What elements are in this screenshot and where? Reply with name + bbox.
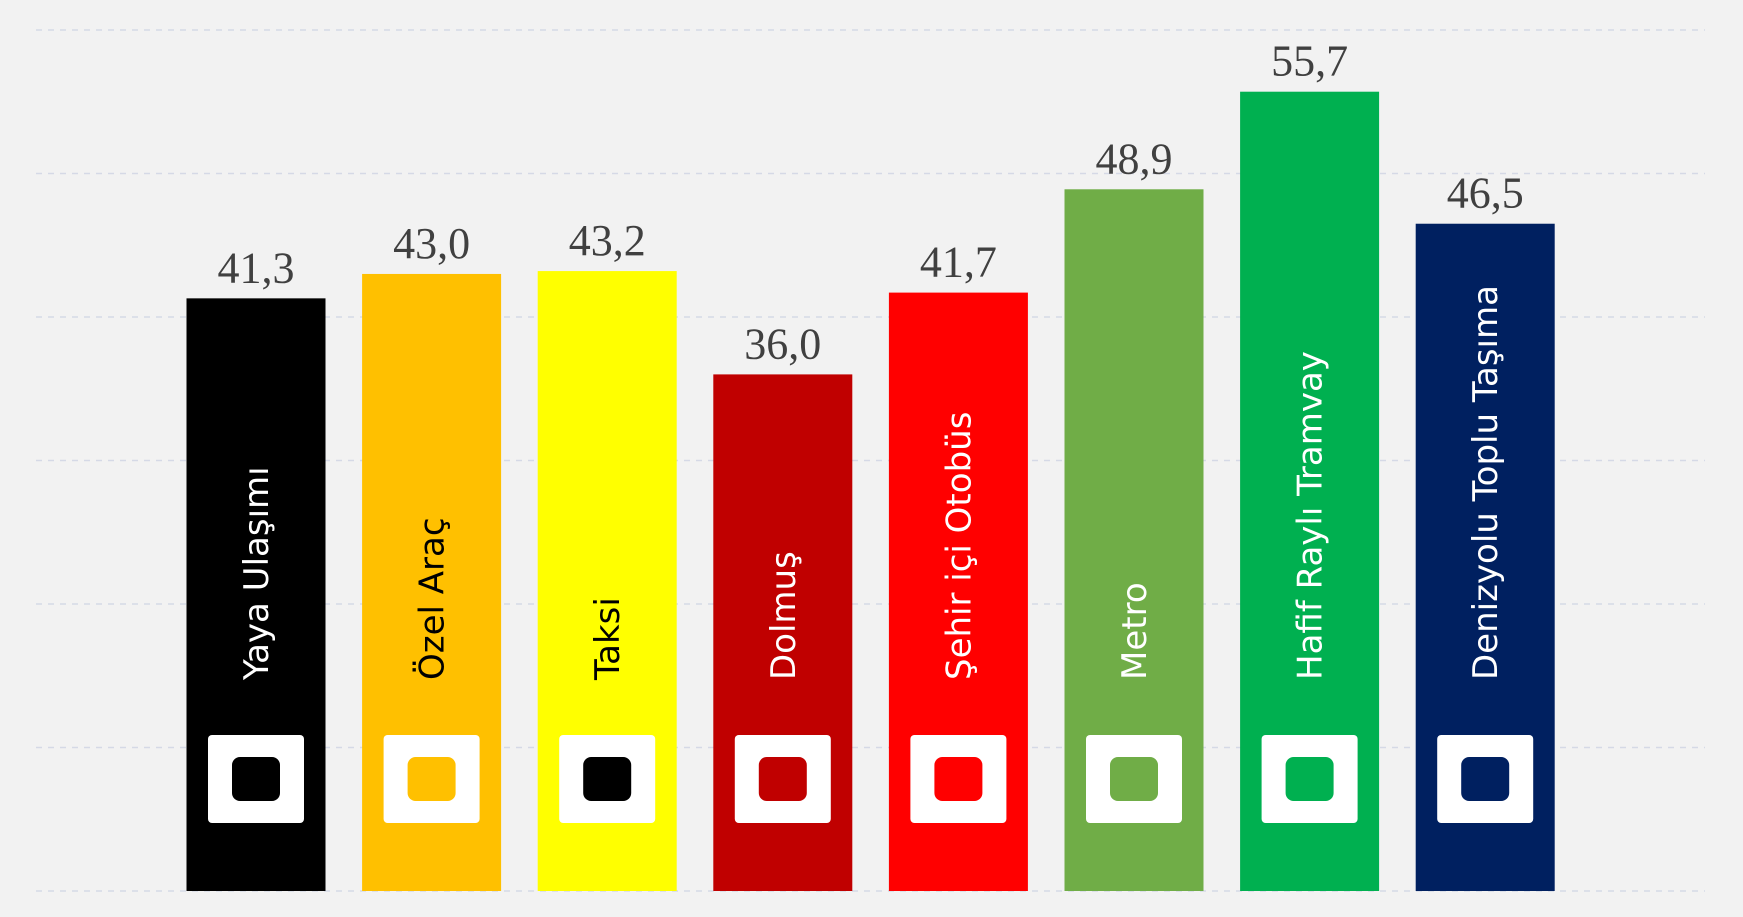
icon	[735, 735, 831, 823]
category-label: Denizyolu Toplu Taşıma	[1466, 285, 1506, 680]
icon	[208, 735, 304, 823]
value-label: 43,2	[569, 216, 646, 265]
icon	[1086, 735, 1182, 823]
value-label: 36,0	[744, 319, 821, 368]
value-label: 41,7	[920, 238, 997, 287]
icon	[559, 735, 655, 823]
icon	[384, 735, 480, 823]
icon-glyph	[583, 757, 631, 801]
page: 41,3 Yaya Ulaşımı 43,0 Özel Araç 43,2 Taksi 36…	[0, 0, 1743, 917]
icon	[1437, 735, 1533, 823]
value-label: 48,9	[1096, 134, 1173, 183]
value-label: 46,5	[1447, 169, 1524, 218]
category-label: Hafif Raylı Tramvay	[1291, 351, 1331, 680]
icon-glyph	[1110, 757, 1158, 801]
icon-glyph	[759, 757, 807, 801]
value-label: 43,0	[393, 219, 470, 268]
icon-glyph	[1286, 757, 1334, 801]
icon-glyph	[1461, 757, 1509, 801]
icon	[910, 735, 1006, 823]
icon-glyph	[232, 757, 280, 801]
category-label: Özel Araç	[412, 517, 453, 680]
category-label: Yaya Ulaşımı	[237, 466, 277, 681]
chart: 41,3 Yaya Ulaşımı 43,0 Özel Araç 43,2 Taksi 36…	[0, 0, 1743, 917]
value-label: 55,7	[1271, 37, 1348, 86]
icon-glyph	[934, 757, 982, 801]
icon-glyph	[408, 757, 456, 801]
value-label: 41,3	[218, 243, 295, 292]
icon	[1262, 735, 1358, 823]
category-label: Metro	[1115, 582, 1155, 680]
category-label: Dolmuş	[764, 551, 804, 680]
category-label: Şehir içi Otobüs	[939, 412, 979, 680]
category-label: Taksi	[588, 597, 628, 681]
